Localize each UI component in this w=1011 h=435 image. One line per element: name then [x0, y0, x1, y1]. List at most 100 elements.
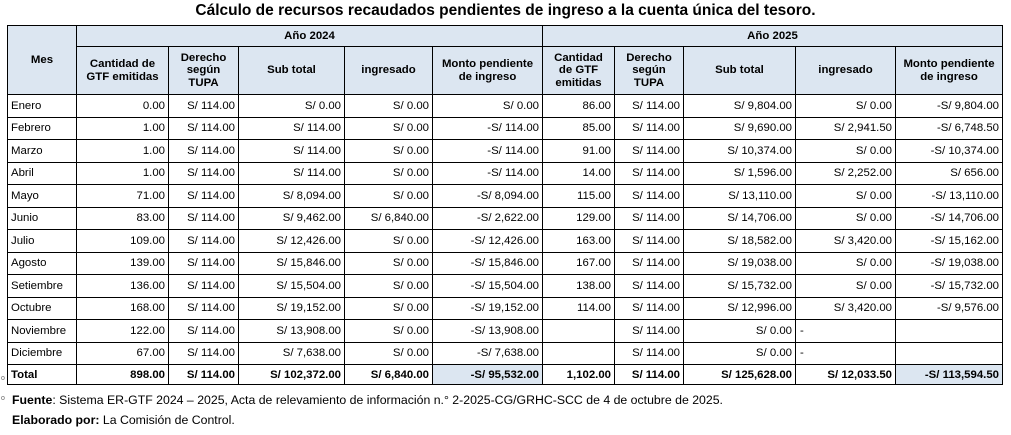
value-cell: S/ 114.00: [614, 161, 684, 185]
header-col: ingresado: [344, 46, 433, 95]
month-cell: Setiembre: [7, 274, 77, 298]
value-cell: S/ 114.00: [238, 116, 345, 140]
value-cell: S/ 114.00: [168, 184, 239, 208]
margin-mark: o: [1, 375, 5, 382]
value-cell: 91.00: [542, 139, 615, 163]
value-cell: S/ 0.00: [344, 341, 433, 365]
month-cell: Julio: [7, 229, 77, 253]
value-cell: S/ 114.00: [168, 206, 239, 230]
value-cell: -S/ 19,152.00: [432, 296, 543, 320]
total-cell: S/ 6,840.00: [344, 364, 433, 385]
value-cell: 71.00: [76, 184, 169, 208]
value-cell: 122.00: [76, 319, 169, 343]
value-cell: 86.00: [542, 94, 615, 118]
value-cell: S/ 18,582.00: [683, 229, 796, 253]
month-cell: Marzo: [7, 139, 77, 163]
value-cell: -S/ 114.00: [432, 161, 543, 185]
table-row: Marzo 1.00 S/ 114.00 S/ 114.00 S/ 0.00 -S/ 11…: [7, 139, 1003, 163]
value-cell: S/ 656.00: [895, 161, 1003, 185]
value-cell: S/ 19,152.00: [238, 296, 345, 320]
value-cell: 136.00: [76, 274, 169, 298]
source-label: Fuente: [12, 393, 53, 407]
total-label: Total: [7, 364, 77, 385]
value-cell: S/ 114.00: [168, 116, 239, 140]
value-cell: S/ 3,420.00: [795, 296, 896, 320]
value-cell: S/ 0.00: [795, 251, 896, 275]
value-cell: S/ 0.00: [344, 319, 433, 343]
total-cell: 898.00: [76, 364, 169, 385]
month-cell: Mayo: [7, 184, 77, 208]
header-col: ingresado: [795, 46, 896, 95]
value-cell: S/ 0.00: [432, 94, 543, 118]
value-cell: -S/ 15,846.00: [432, 251, 543, 275]
value-cell: -S/ 10,374.00: [895, 139, 1003, 163]
value-cell: S/ 114.00: [614, 184, 684, 208]
total-cell: S/ 125,628.00: [683, 364, 796, 385]
total-cell: S/ 114.00: [614, 364, 684, 385]
table-row: Setiembre 136.00 S/ 114.00 S/ 15,504.00 S/ 0…: [7, 274, 1003, 298]
value-cell: S/ 114.00: [614, 319, 684, 343]
value-cell: S/ 114.00: [614, 274, 684, 298]
total-cell: 1,102.00: [542, 364, 615, 385]
value-cell: S/ 2,252.00: [795, 161, 896, 185]
value-cell: S/ 114.00: [614, 206, 684, 230]
value-cell: -S/ 9,576.00: [895, 296, 1003, 320]
header-col: Derecho según TUPA: [168, 46, 239, 95]
value-cell: S/ 1,596.00: [683, 161, 796, 185]
value-cell: -S/ 114.00: [432, 116, 543, 140]
value-cell: S/ 12,996.00: [683, 296, 796, 320]
value-cell: S/ 114.00: [168, 251, 239, 275]
value-cell: S/ 13,110.00: [683, 184, 796, 208]
header-year-2024: Año 2024: [76, 25, 543, 47]
value-cell: -S/ 13,908.00: [432, 319, 543, 343]
value-cell: 14.00: [542, 161, 615, 185]
header-col: Monto pendiente de ingreso: [895, 46, 1003, 95]
value-cell: S/ 13,908.00: [238, 319, 345, 343]
value-cell: S/ 12,426.00: [238, 229, 345, 253]
value-cell: -S/ 7,638.00: [432, 341, 543, 365]
value-cell: 109.00: [76, 229, 169, 253]
table-row: Octubre 168.00 S/ 114.00 S/ 19,152.00 S/ 0.0…: [7, 296, 1003, 320]
month-cell: Enero: [7, 94, 77, 118]
value-cell: 167.00: [542, 251, 615, 275]
value-cell: -: [795, 319, 896, 343]
value-cell: S/ 114.00: [238, 139, 345, 163]
value-cell: S/ 9,690.00: [683, 116, 796, 140]
table-row: Mayo 71.00 S/ 114.00 S/ 8,094.00 S/ 0.00 -S/ …: [7, 184, 1003, 208]
table-row: Agosto 139.00 S/ 114.00 S/ 15,846.00 S/ 0.00…: [7, 251, 1003, 275]
recaudacion-table: Mes Año 2024 Año 2025 Cantidad de GTF em…: [7, 25, 1003, 385]
value-cell: 67.00: [76, 341, 169, 365]
value-cell: S/ 0.00: [683, 319, 796, 343]
value-cell: 168.00: [76, 296, 169, 320]
value-cell: -S/ 13,110.00: [895, 184, 1003, 208]
value-cell: S/ 114.00: [614, 251, 684, 275]
value-cell: S/ 0.00: [344, 116, 433, 140]
value-cell: S/ 7,638.00: [238, 341, 345, 365]
month-cell: Abril: [7, 161, 77, 185]
value-cell: -S/ 19,038.00: [895, 251, 1003, 275]
value-cell: [895, 319, 1003, 343]
value-cell: -S/ 14,706.00: [895, 206, 1003, 230]
value-cell: S/ 0.00: [344, 229, 433, 253]
value-cell: S/ 0.00: [238, 94, 345, 118]
table-row: Abril 1.00 S/ 114.00 S/ 114.00 S/ 0.00 -S/ 11…: [7, 161, 1003, 185]
value-cell: S/ 0.00: [795, 274, 896, 298]
table-row: Enero 0.00 S/ 114.00 S/ 0.00 S/ 0.00 S/ 0.00 8…: [7, 94, 1003, 118]
header-mes: Mes: [7, 25, 77, 95]
total-cell: S/ 114.00: [168, 364, 239, 385]
value-cell: S/ 19,038.00: [683, 251, 796, 275]
month-cell: Febrero: [7, 116, 77, 140]
total-cell: S/ 12,033.50: [795, 364, 896, 385]
margin-mark: o: [1, 395, 5, 402]
value-cell: -S/ 8,094.00: [432, 184, 543, 208]
table-row: Noviembre 122.00 S/ 114.00 S/ 13,908.00 S/ 0…: [7, 319, 1003, 343]
value-cell: S/ 0.00: [795, 206, 896, 230]
value-cell: S/ 0.00: [344, 184, 433, 208]
value-cell: -S/ 15,162.00: [895, 229, 1003, 253]
value-cell: S/ 0.00: [344, 139, 433, 163]
month-cell: Octubre: [7, 296, 77, 320]
value-cell: S/ 114.00: [614, 116, 684, 140]
table-row: Junio 83.00 S/ 114.00 S/ 9,462.00 S/ 6,840.0…: [7, 206, 1003, 230]
value-cell: 114.00: [542, 296, 615, 320]
month-cell: Junio: [7, 206, 77, 230]
